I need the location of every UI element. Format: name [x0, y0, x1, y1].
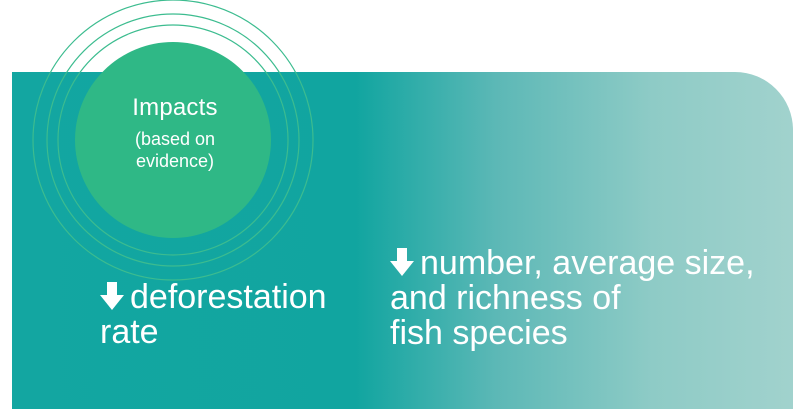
impact-deforestation: deforestation rate [100, 280, 370, 350]
down-arrow-icon [390, 248, 414, 276]
impact-line: deforestation [100, 280, 370, 315]
impact-line: number, average size, [390, 246, 790, 281]
down-arrow-icon [100, 282, 124, 310]
impacts-title: Impacts [132, 94, 218, 121]
impact-fish-species: number, average size, and richness of fi… [390, 246, 790, 351]
impact-text: deforestation [130, 278, 327, 316]
impacts-subtitle: (based on evidence) [134, 129, 216, 172]
impact-text: number, average size, [420, 244, 755, 282]
impact-line: fish species [390, 314, 568, 352]
impacts-label: Impacts (based on evidence) [80, 95, 270, 172]
impact-line: and richness of [390, 279, 621, 317]
impact-line: rate [100, 313, 159, 351]
